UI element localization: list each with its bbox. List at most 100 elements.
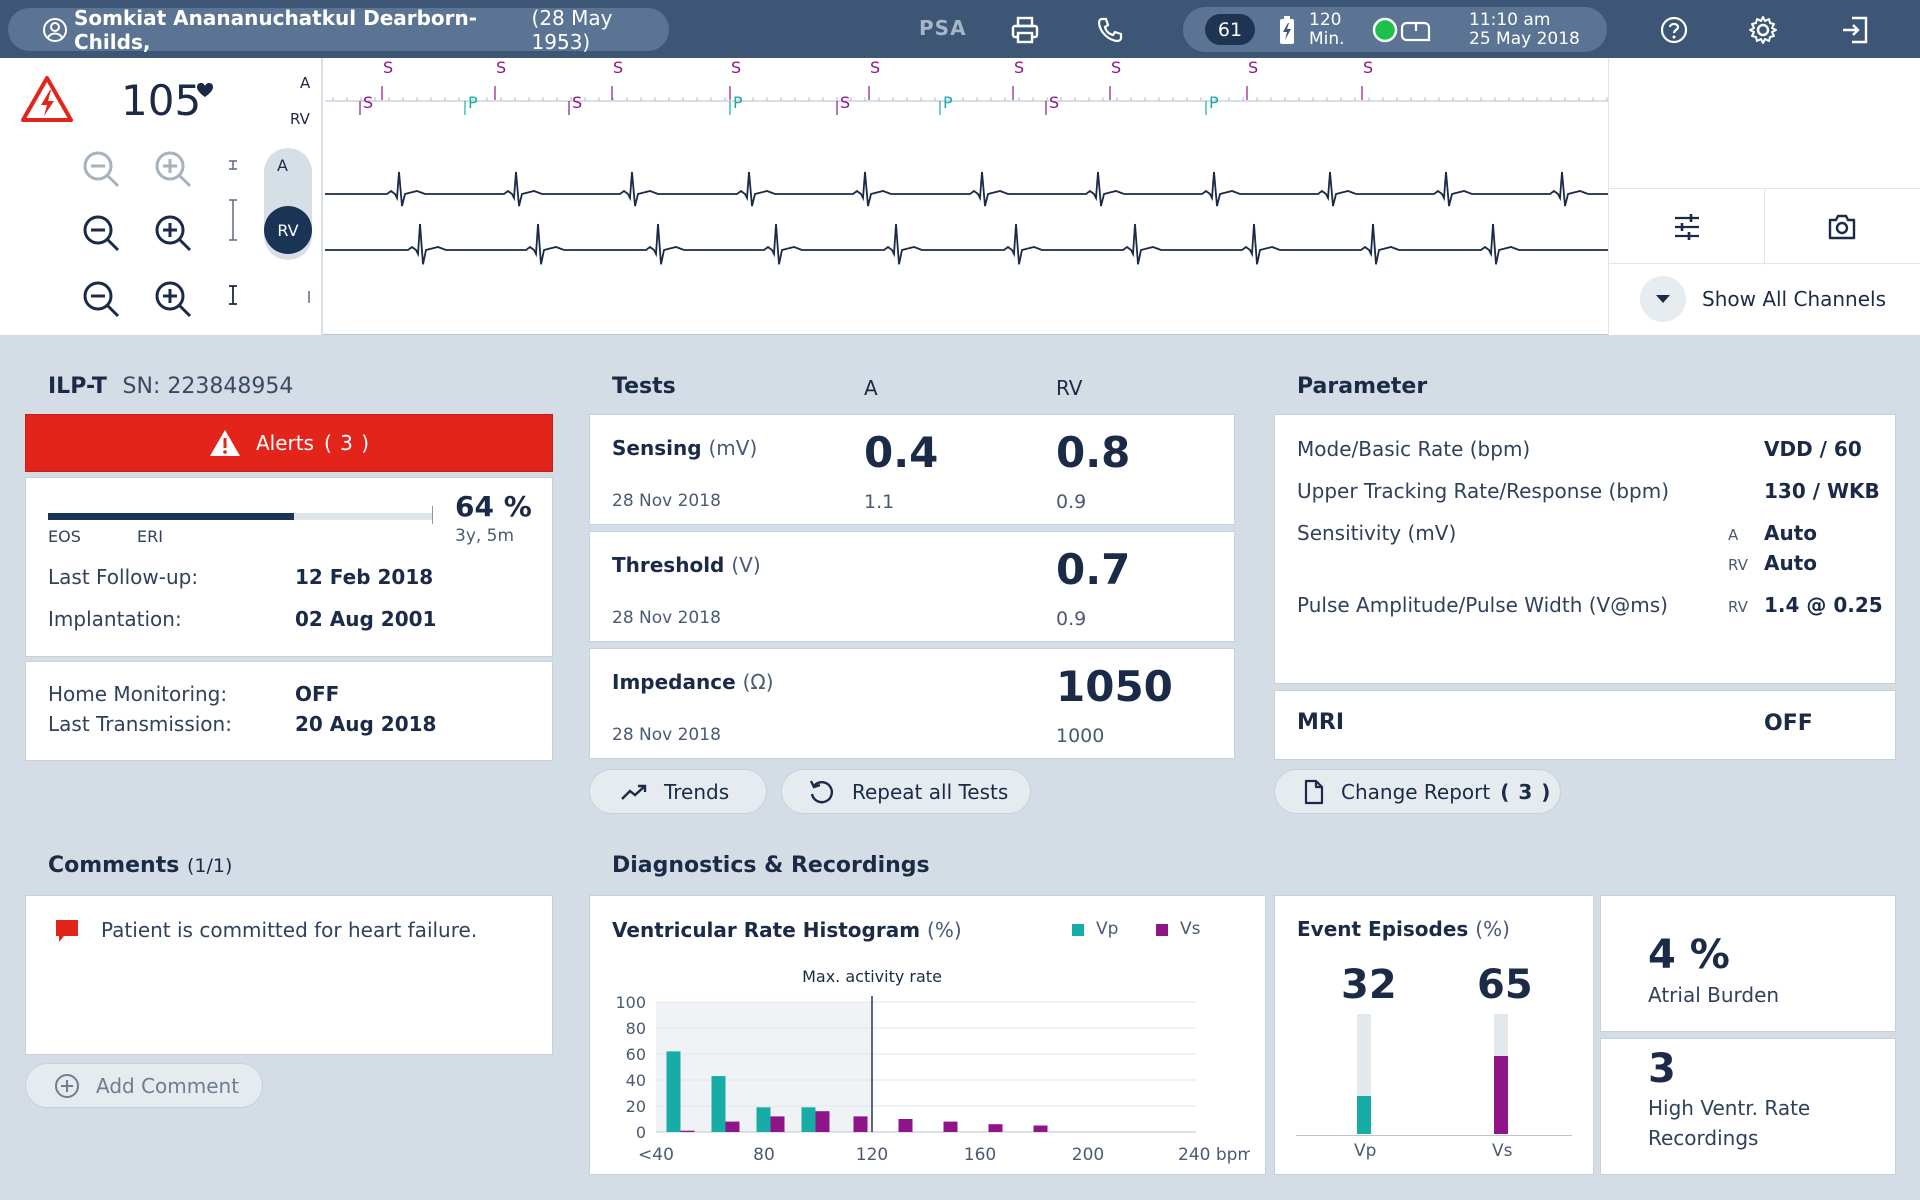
marker-label-s: S: [363, 93, 373, 112]
battery-unit: Min.: [1309, 29, 1345, 49]
help-icon[interactable]: [1660, 16, 1688, 44]
show-all-channels-button[interactable]: Show All Channels: [1640, 276, 1886, 322]
logout-icon[interactable]: [1840, 15, 1870, 45]
x-tick-label: <40: [638, 1145, 674, 1165]
zoom-out-icon[interactable]: [80, 212, 124, 256]
trends-label: Trends: [664, 779, 730, 804]
marker-label-p: P: [733, 93, 743, 112]
trends-button[interactable]: Trends: [589, 769, 767, 814]
atrial-burden-label: Atrial Burden: [1648, 983, 1780, 1007]
eos-label: EOS: [48, 527, 81, 546]
comments-title: Comments: [48, 853, 180, 878]
y-tick-label: 40: [626, 1071, 646, 1090]
atrial-burden-card[interactable]: [1600, 895, 1896, 1032]
add-comment-button[interactable]: Add Comment: [25, 1063, 263, 1108]
phone-icon[interactable]: [1096, 16, 1124, 44]
marker-labels: S S S S S S S S SS P S P S P S P: [363, 60, 1373, 112]
legend-vs-label: Vs: [1180, 919, 1201, 939]
sensing-rv-value: 0.8: [1056, 428, 1131, 477]
hvr-label-line2: Recordings: [1648, 1126, 1759, 1150]
trend-icon: [621, 784, 647, 800]
amplitude-medium-icon: [229, 285, 237, 305]
tests-title: Tests: [612, 374, 676, 399]
impedance-title: Impedance (Ω): [612, 670, 774, 694]
device-header: ILP-T SN: 223848954: [48, 374, 293, 399]
warning-icon: [209, 430, 240, 456]
marker-label-s: S: [496, 60, 506, 77]
comment-text[interactable]: Patient is committed for heart failure.: [101, 918, 478, 942]
zoom-out-icon-bottom[interactable]: [80, 278, 124, 322]
histogram-bar-vp: [711, 1076, 726, 1132]
marker-label-p: P: [1209, 93, 1219, 112]
gear-icon[interactable]: [1748, 15, 1778, 45]
impedance-rv-prev: 1000: [1056, 725, 1105, 747]
ecg-waveforms: S S S S S S S S SS P S P S P S P: [325, 60, 1608, 265]
event-vs-track: [1494, 1014, 1508, 1134]
chevron-down-icon: [1640, 276, 1686, 322]
print-icon[interactable]: [1010, 16, 1040, 44]
zoom-out-icon-top: [83, 151, 120, 188]
histogram-bar-vs: [815, 1111, 830, 1132]
change-report-label: Change Report: [1341, 779, 1491, 804]
repeat-tests-button[interactable]: Repeat all Tests: [781, 769, 1031, 814]
channel-toggle-a[interactable]: A: [277, 156, 288, 175]
param-sensitivity-value2: Auto: [1764, 551, 1818, 575]
impedance-rv-value: 1050: [1056, 662, 1173, 711]
x-tick-label: 160: [964, 1145, 996, 1165]
parameter-title: Parameter: [1297, 374, 1428, 399]
histogram-bar-vs: [853, 1116, 868, 1132]
mri-card[interactable]: [1274, 690, 1896, 760]
event-vp-label: Vp: [1354, 1141, 1377, 1161]
hvr-card[interactable]: [1600, 1038, 1896, 1175]
event-header: Event Episodes (%): [1297, 917, 1510, 941]
legend-vs-swatch: [1156, 924, 1168, 936]
event-episodes-card[interactable]: [1274, 895, 1594, 1175]
alerts-count: ( 3 ): [323, 431, 371, 455]
alerts-button[interactable]: Alerts ( 3 ): [25, 414, 553, 472]
implantation-label: Implantation:: [48, 607, 182, 631]
connection-status-icon: [1372, 17, 1431, 43]
impedance-card[interactable]: [589, 648, 1235, 759]
zoom-in-icon[interactable]: [152, 212, 196, 256]
sensing-date: 28 Nov 2018: [612, 491, 721, 511]
shock-warning-icon[interactable]: [20, 74, 74, 124]
impedance-unit: (Ω): [742, 670, 774, 694]
marker-label-s: S: [1049, 93, 1059, 112]
histogram-bar-vs: [680, 1130, 695, 1132]
channel-label-a: A: [300, 74, 311, 92]
param-sensitivity-ch1: A: [1728, 526, 1739, 544]
event-vp-bar: [1357, 1095, 1371, 1134]
sensing-a-prev: 1.1: [864, 491, 895, 513]
marker-label-s: S: [1363, 60, 1373, 77]
last-transmission-value: 20 Aug 2018: [295, 712, 437, 736]
home-monitoring-label: Home Monitoring:: [48, 682, 228, 706]
channel-toggle-rv[interactable]: RV: [264, 206, 312, 254]
param-mode-value: VDD / 60: [1764, 437, 1862, 461]
heart-rate-badge: 61: [1205, 14, 1255, 45]
param-pulse-value: 1.4 @ 0.25: [1764, 593, 1883, 617]
change-report-button[interactable]: Change Report ( 3 ): [1274, 769, 1561, 814]
patient-header[interactable]: Somkiat Anananuchatkul Dearborn-Childs, …: [8, 5, 669, 54]
legend-vp-label: Vp: [1096, 919, 1119, 939]
sensing-card[interactable]: [589, 414, 1235, 525]
amplitude-small-icon: [229, 160, 237, 170]
zoom-in-icon-bottom[interactable]: [152, 278, 196, 322]
zoom-in-icon-top: [155, 151, 192, 188]
event-title: Event Episodes: [1297, 917, 1469, 941]
heart-rate-value: 105: [121, 76, 202, 125]
sliders-icon[interactable]: [1672, 212, 1702, 242]
event-vs-value: 65: [1477, 962, 1533, 1008]
sensing-a-value: 0.4: [864, 428, 939, 477]
parameter-card[interactable]: [1274, 414, 1896, 684]
home-monitoring-value: OFF: [295, 682, 340, 706]
threshold-rv-value: 0.7: [1056, 545, 1131, 594]
histogram-unit: (%): [927, 918, 962, 942]
x-tick-label: 200: [1072, 1145, 1104, 1165]
histogram-bar-vs: [943, 1121, 958, 1132]
histogram-bar-vp: [756, 1107, 771, 1132]
threshold-card[interactable]: [589, 531, 1235, 642]
battery-remaining: 3y, 5m: [455, 526, 515, 546]
patient-dob: (28 May 1953): [531, 5, 613, 54]
camera-icon[interactable]: [1826, 212, 1858, 242]
amplitude-large-icon: [229, 199, 237, 241]
